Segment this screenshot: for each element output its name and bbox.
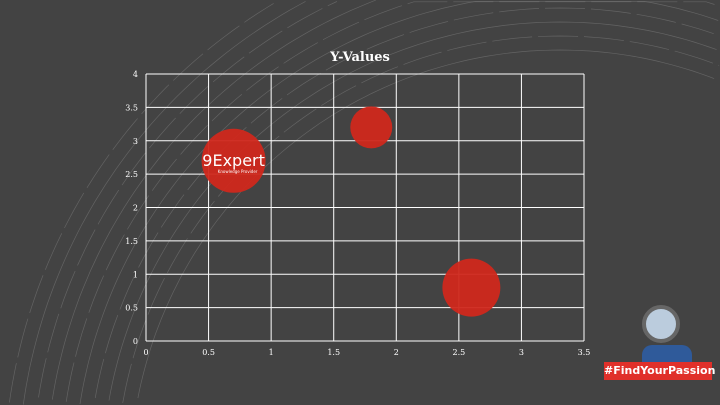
- arc: [65, 1, 715, 402]
- arc: [38, 1, 338, 398]
- logo-tagline: Knowledge Provider: [218, 169, 258, 174]
- mascot-body: [642, 345, 692, 367]
- arc: [51, 0, 376, 400]
- x-tick-label: 1.5: [327, 348, 340, 357]
- arc: [79, 1, 719, 405]
- y-tick-label: 1: [133, 270, 138, 279]
- arc: [22, 1, 306, 405]
- find-your-passion-badge: #FindYourPassion: [604, 362, 715, 380]
- arc: [9, 3, 274, 403]
- x-tick-label: 2.5: [452, 348, 465, 357]
- x-tick-label: 3: [519, 348, 524, 357]
- x-tick-label: 0.5: [202, 348, 215, 357]
- chart-title: Y-Values: [329, 50, 390, 65]
- arc: [137, 49, 715, 399]
- arc: [94, 7, 714, 399]
- y-tick-label: 2: [133, 204, 138, 213]
- y-tick-label: 0.5: [125, 304, 138, 313]
- x-tick-label: 3.5: [578, 348, 591, 357]
- x-tick-label: 2: [394, 348, 399, 357]
- y-tick-label: 3: [133, 137, 138, 146]
- x-tick-label: 0: [143, 348, 148, 357]
- bubble: [201, 128, 266, 193]
- y-tick-label: 0: [133, 337, 138, 346]
- logo-9expert: 9Expert: [202, 151, 265, 170]
- bubble: [442, 258, 501, 317]
- y-tick-label: 4: [133, 70, 138, 79]
- magnifier-icon: [642, 305, 680, 343]
- y-tick-label: 2.5: [125, 170, 138, 179]
- bubble: [350, 106, 393, 149]
- y-tick-label: 1.5: [125, 237, 138, 246]
- arc: [122, 35, 720, 403]
- y-tick-label: 3.5: [125, 103, 138, 112]
- x-tick-label: 1: [269, 348, 274, 357]
- mascot: [622, 305, 702, 367]
